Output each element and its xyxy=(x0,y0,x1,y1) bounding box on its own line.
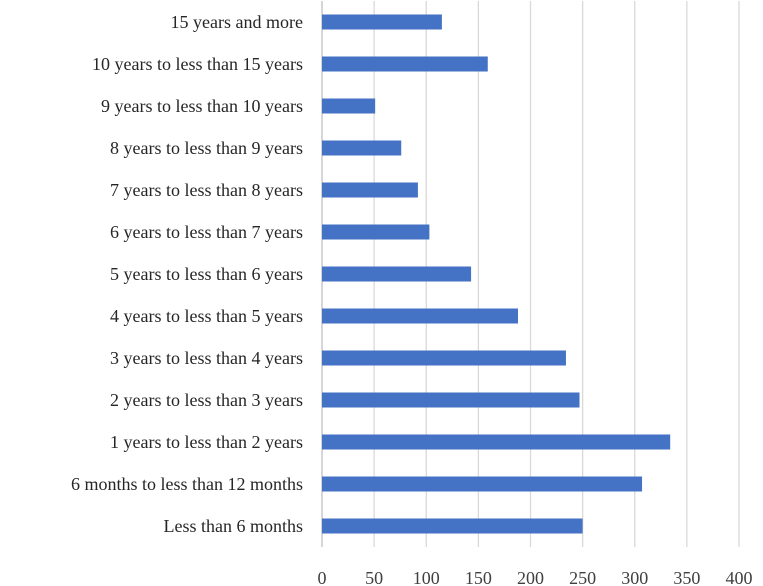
x-tick-label: 50 xyxy=(365,568,383,586)
category-label: 9 years to less than 10 years xyxy=(101,96,303,116)
gridlines xyxy=(321,1,740,547)
bar xyxy=(322,98,376,114)
x-tick-label: 400 xyxy=(726,568,753,586)
bar xyxy=(322,308,518,324)
category-label: 6 years to less than 7 years xyxy=(110,222,303,242)
bar xyxy=(322,434,671,450)
x-tick-label: 0 xyxy=(318,568,327,586)
bar xyxy=(322,266,472,282)
x-tick-label: 200 xyxy=(517,568,544,586)
x-tick-labels: 0 50 100 150 200 250 300 350 400 xyxy=(318,568,753,586)
category-label: 5 years to less than 6 years xyxy=(110,264,303,284)
category-label: 10 years to less than 15 years xyxy=(92,54,303,74)
x-tick-label: 100 xyxy=(413,568,440,586)
bar xyxy=(322,224,430,240)
bar xyxy=(322,182,418,198)
bars xyxy=(322,14,671,534)
bar xyxy=(322,518,583,534)
bar xyxy=(322,56,488,72)
x-tick-label: 350 xyxy=(673,568,700,586)
category-labels: 15 years and more 10 years to less than 1… xyxy=(71,12,303,536)
x-tick-label: 250 xyxy=(569,568,596,586)
bar xyxy=(322,350,566,366)
category-label: Less than 6 months xyxy=(164,516,304,536)
category-label: 4 years to less than 5 years xyxy=(110,306,303,326)
category-label: 3 years to less than 4 years xyxy=(110,348,303,368)
x-tick-label: 150 xyxy=(465,568,492,586)
bar xyxy=(322,14,442,30)
category-label: 8 years to less than 9 years xyxy=(110,138,303,158)
bar xyxy=(322,476,643,492)
category-label: 1 years to less than 2 years xyxy=(110,432,303,452)
category-label: 6 months to less than 12 months xyxy=(71,474,303,494)
bar xyxy=(322,140,402,156)
category-label: 7 years to less than 8 years xyxy=(110,180,303,200)
x-tick-label: 300 xyxy=(621,568,648,586)
category-label: 2 years to less than 3 years xyxy=(110,390,303,410)
bar xyxy=(322,392,580,408)
category-label: 15 years and more xyxy=(171,12,303,32)
